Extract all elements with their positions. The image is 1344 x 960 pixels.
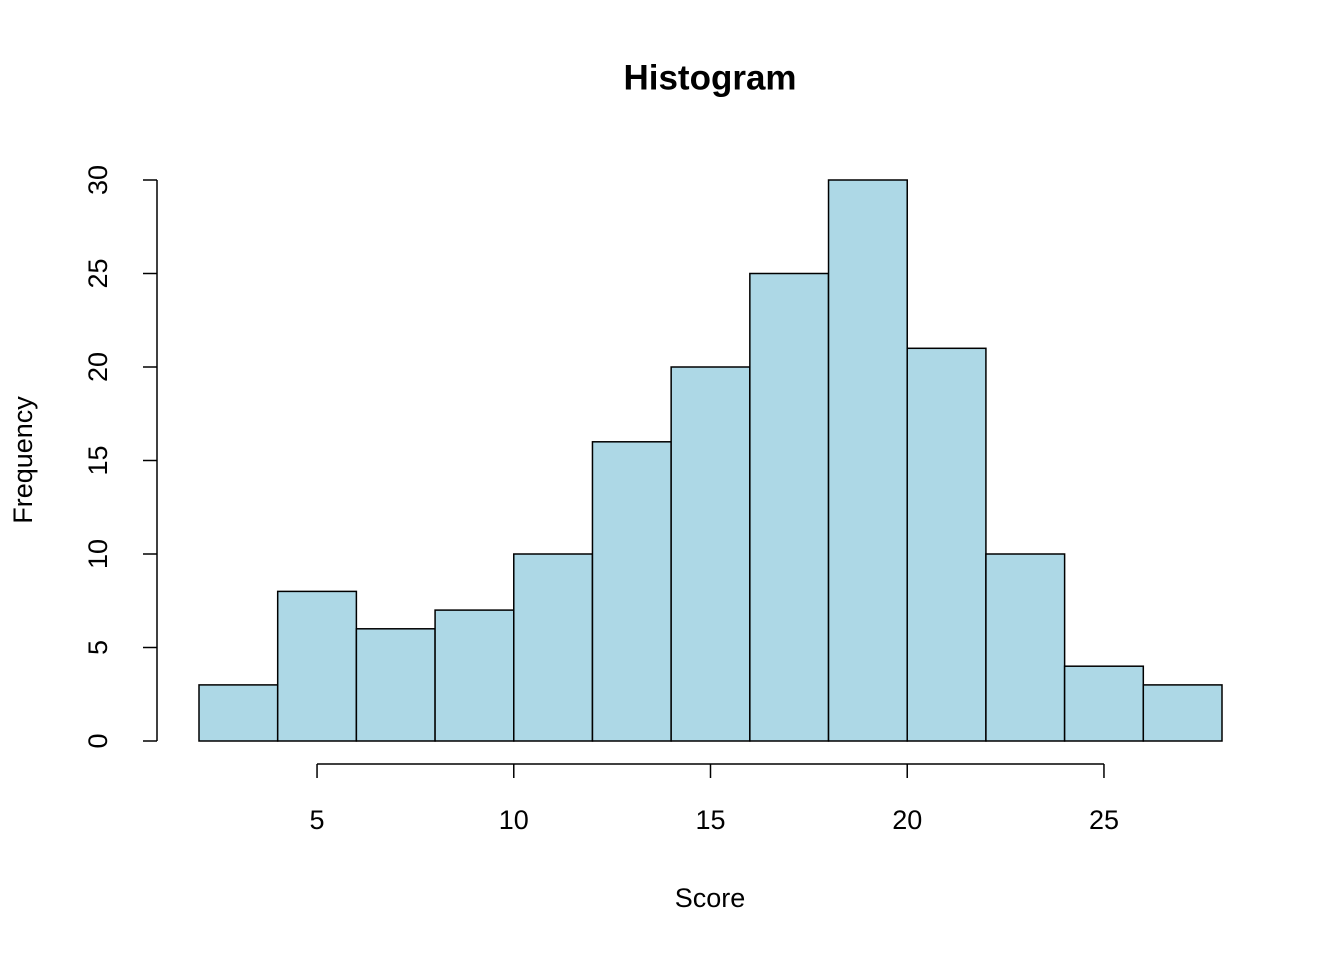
y-tick-label: 30 <box>83 165 113 195</box>
y-tick-label: 0 <box>83 733 113 748</box>
y-axis-label: Frequency <box>8 396 38 524</box>
y-tick-label: 10 <box>83 539 113 569</box>
bar <box>434 609 515 742</box>
bar <box>827 179 908 742</box>
y-tick-label: 5 <box>83 640 113 655</box>
bar <box>1142 684 1223 742</box>
bar <box>591 441 672 742</box>
bar <box>513 553 594 742</box>
bar <box>1063 665 1145 742</box>
chart-title: Histogram <box>623 58 796 97</box>
x-tick-label: 20 <box>892 805 922 835</box>
bar <box>670 366 751 742</box>
x-tick-label: 10 <box>499 805 529 835</box>
bar <box>355 628 436 742</box>
bar <box>276 590 358 742</box>
bar <box>985 553 1066 742</box>
y-tick-label: 20 <box>83 352 113 382</box>
x-tick-label: 5 <box>310 805 325 835</box>
x-tick-label: 25 <box>1089 805 1119 835</box>
bar <box>749 272 830 742</box>
bar <box>198 684 279 742</box>
bar <box>906 347 987 742</box>
x-axis-label: Score <box>675 883 746 913</box>
x-tick-label: 15 <box>695 805 725 835</box>
y-tick-label: 25 <box>83 258 113 288</box>
y-tick-label: 15 <box>83 445 113 475</box>
